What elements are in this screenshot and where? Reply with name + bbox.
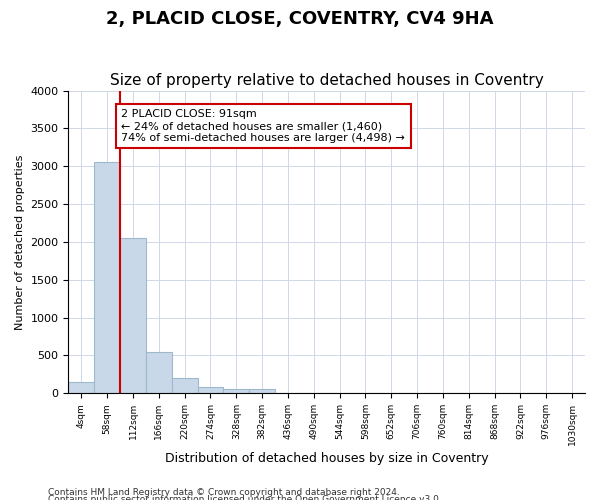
Bar (94, 162, 120, 393)
Y-axis label: Number of detached properties: Number of detached properties (15, 154, 25, 330)
Text: 2 PLACID CLOSE: 91sqm
← 24% of detached houses are smaller (1,460)
74% of semi-d: 2 PLACID CLOSE: 91sqm ← 24% of detached … (121, 110, 405, 142)
Text: Contains public sector information licensed under the Open Government Licence v3: Contains public sector information licen… (48, 496, 442, 500)
Text: Contains HM Land Registry data © Crown copyright and database right 2024.: Contains HM Land Registry data © Crown c… (48, 488, 400, 497)
Bar (172, 378, 197, 393)
Bar (249, 390, 275, 393)
Bar (146, 352, 172, 393)
Bar (223, 388, 249, 393)
Bar (197, 387, 223, 393)
Bar (120, 238, 146, 393)
X-axis label: Distribution of detached houses by size in Coventry: Distribution of detached houses by size … (165, 452, 488, 465)
Title: Size of property relative to detached houses in Coventry: Size of property relative to detached ho… (110, 73, 544, 88)
Bar (68, 382, 94, 393)
Text: 2, PLACID CLOSE, COVENTRY, CV4 9HA: 2, PLACID CLOSE, COVENTRY, CV4 9HA (106, 10, 494, 28)
